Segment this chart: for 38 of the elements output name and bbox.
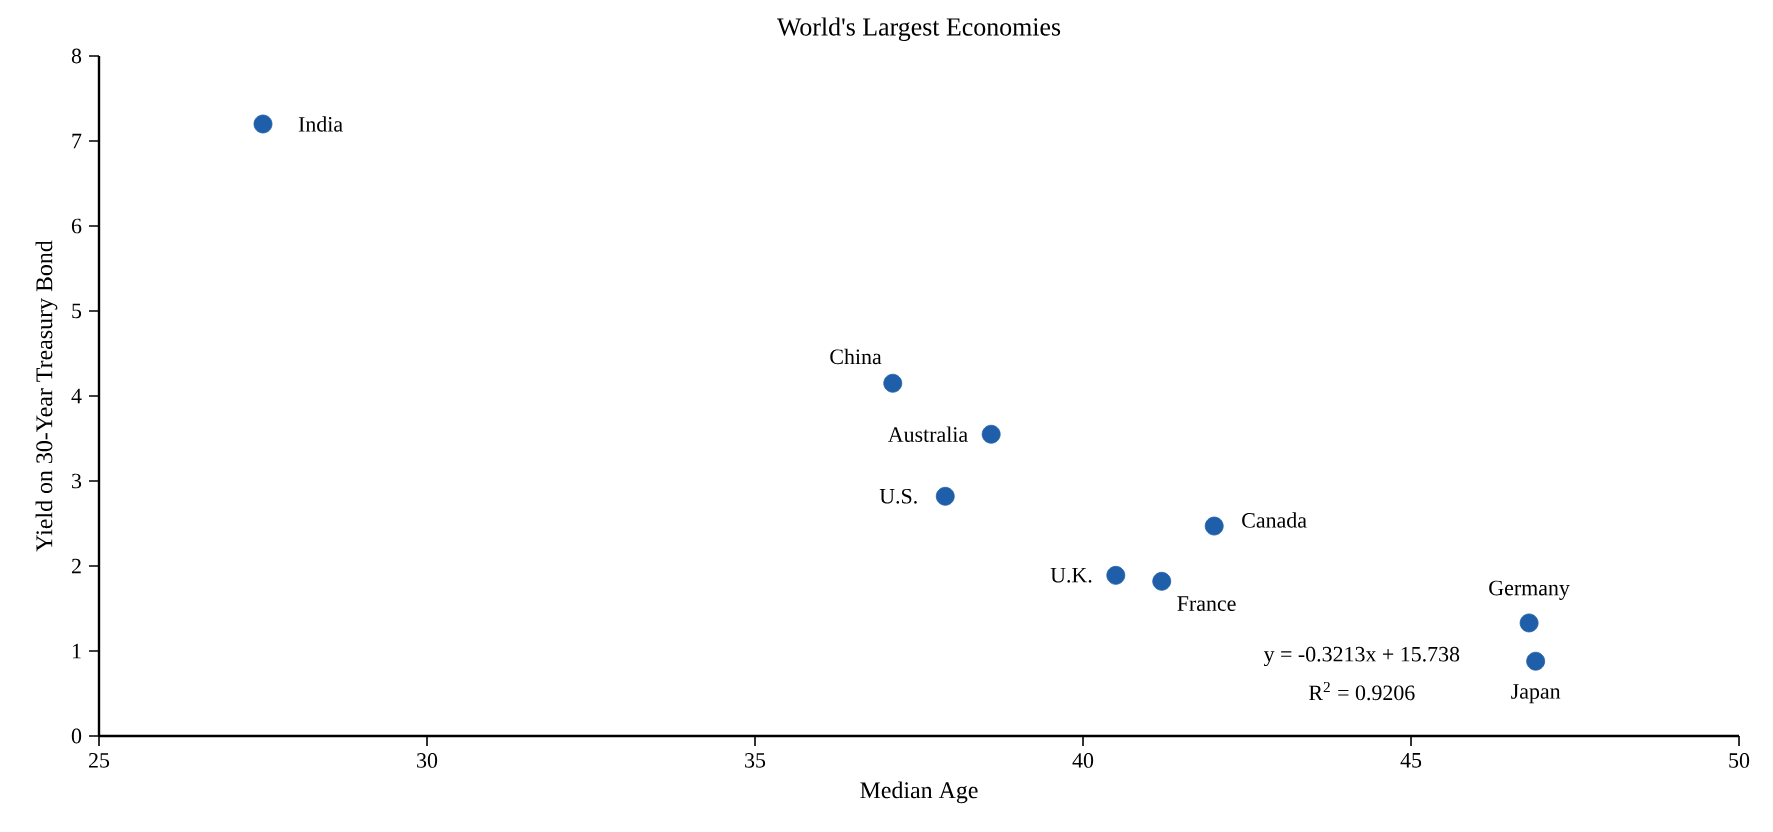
x-tick-label: 25 bbox=[89, 753, 110, 768]
annotation: India bbox=[298, 116, 343, 132]
y-tick-label: 4 bbox=[71, 388, 82, 404]
x-tick-label: 50 bbox=[1729, 753, 1750, 768]
point bbox=[883, 373, 903, 393]
annotation: Canada bbox=[1242, 512, 1307, 528]
point bbox=[981, 424, 1001, 444]
point bbox=[1204, 516, 1224, 536]
point bbox=[1519, 613, 1539, 633]
annotation: China bbox=[830, 348, 882, 365]
y-tick-label: 2 bbox=[71, 558, 81, 574]
y-tick-label: 8 bbox=[71, 48, 82, 64]
y-tick-label: 5 bbox=[72, 303, 82, 319]
point bbox=[935, 486, 955, 506]
x-tick-label: 30 bbox=[417, 753, 438, 768]
annotation: R$^{2}$ = 0.9206 bbox=[1309, 681, 1415, 701]
y-tick-label: 3 bbox=[72, 473, 82, 489]
annotation: Australia bbox=[888, 426, 968, 442]
y-tick-label: 6 bbox=[71, 218, 82, 234]
point bbox=[1152, 571, 1172, 591]
annotation: Japan bbox=[1511, 684, 1561, 704]
x-axis-title: Median Age bbox=[860, 781, 978, 804]
point bbox=[1526, 651, 1546, 671]
point bbox=[253, 114, 273, 134]
annotation: France bbox=[1177, 596, 1236, 611]
y-tick-label: 1 bbox=[72, 643, 81, 659]
annotation: U.K. bbox=[1050, 568, 1092, 583]
point bbox=[1106, 565, 1126, 585]
chart-title: World's Largest Economies bbox=[776, 17, 1061, 42]
x-tick-label: 35 bbox=[745, 753, 766, 768]
y-tick-label: 0 bbox=[71, 728, 82, 744]
x-tick-label: 45 bbox=[1400, 753, 1422, 768]
x-tick-label: 40 bbox=[1072, 753, 1094, 768]
annotation: Germany bbox=[1489, 580, 1570, 600]
annotation: U.S. bbox=[879, 488, 917, 504]
annotation: y = -0.3213x + 15.738 bbox=[1263, 646, 1460, 667]
y-tick-label: 7 bbox=[72, 133, 82, 149]
y-axis-title: Yield on 30-Year Treasury Bond bbox=[35, 240, 58, 552]
